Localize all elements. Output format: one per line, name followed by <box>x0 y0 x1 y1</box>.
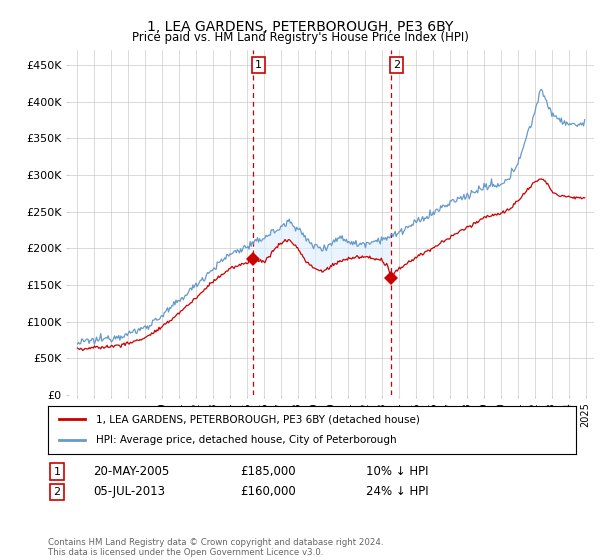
Text: £185,000: £185,000 <box>240 465 296 478</box>
Text: £160,000: £160,000 <box>240 485 296 498</box>
Text: 1: 1 <box>53 466 61 477</box>
Text: 10% ↓ HPI: 10% ↓ HPI <box>366 465 428 478</box>
Text: 24% ↓ HPI: 24% ↓ HPI <box>366 485 428 498</box>
Text: 1, LEA GARDENS, PETERBOROUGH, PE3 6BY: 1, LEA GARDENS, PETERBOROUGH, PE3 6BY <box>147 20 453 34</box>
Text: 2: 2 <box>53 487 61 497</box>
Text: 05-JUL-2013: 05-JUL-2013 <box>93 485 165 498</box>
Text: 2: 2 <box>393 60 400 70</box>
Text: 20-MAY-2005: 20-MAY-2005 <box>93 465 169 478</box>
Text: 1: 1 <box>255 60 262 70</box>
Text: Contains HM Land Registry data © Crown copyright and database right 2024.
This d: Contains HM Land Registry data © Crown c… <box>48 538 383 557</box>
Text: HPI: Average price, detached house, City of Peterborough: HPI: Average price, detached house, City… <box>95 435 396 445</box>
Text: Price paid vs. HM Land Registry's House Price Index (HPI): Price paid vs. HM Land Registry's House … <box>131 31 469 44</box>
Text: 1, LEA GARDENS, PETERBOROUGH, PE3 6BY (detached house): 1, LEA GARDENS, PETERBOROUGH, PE3 6BY (d… <box>95 414 419 424</box>
